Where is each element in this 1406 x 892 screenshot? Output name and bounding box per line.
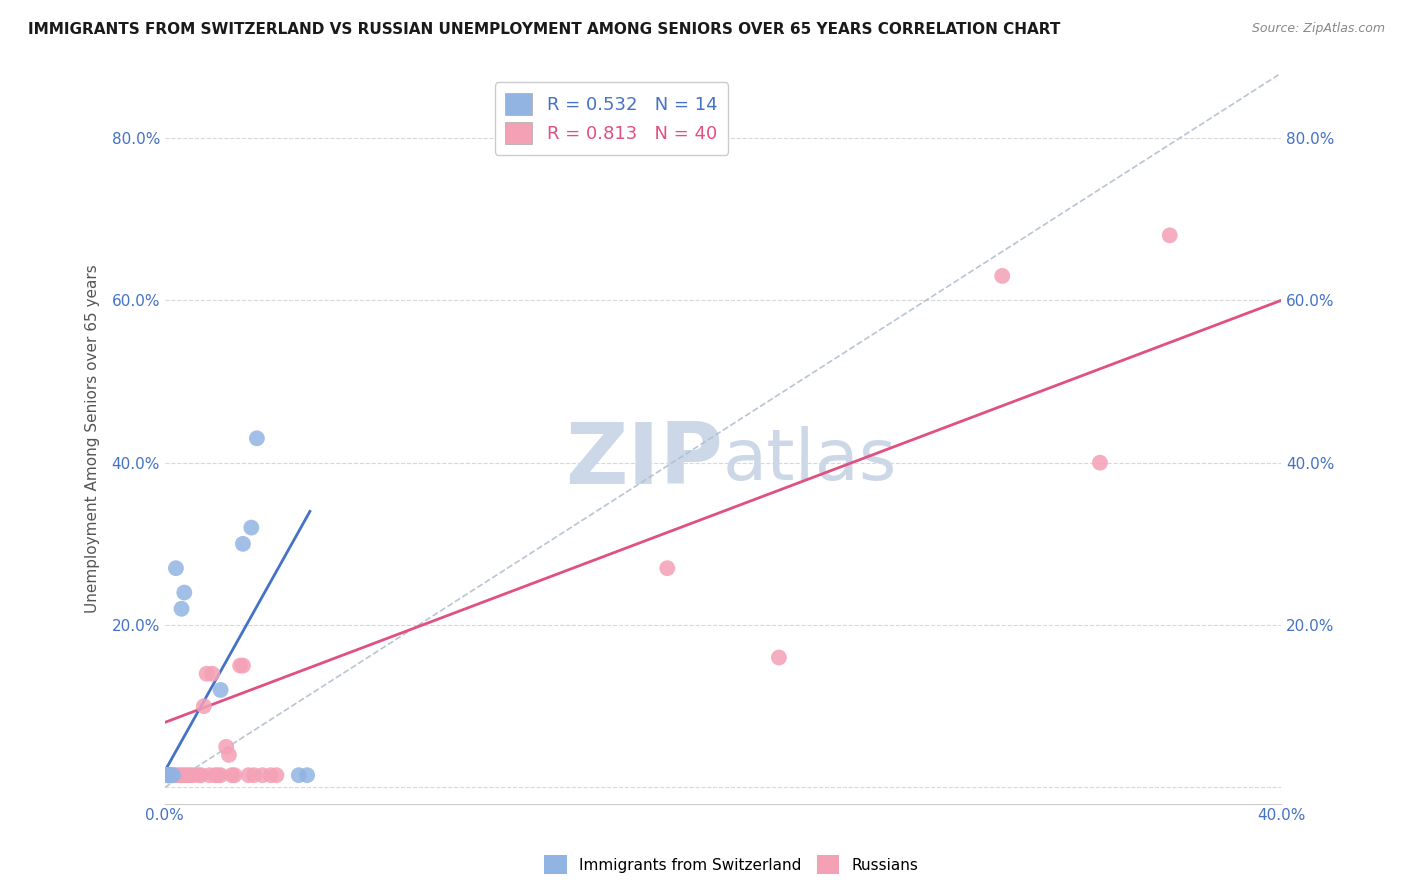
Point [195, 666, 218, 681]
Text: atlas: atlas [723, 425, 897, 495]
Point [260, 768, 283, 782]
Point [156, 768, 179, 782]
Point [187, 768, 209, 782]
Point [179, 768, 201, 782]
Point [156, 768, 179, 782]
Point [167, 768, 190, 782]
Point [165, 561, 187, 575]
Legend: R = 0.532   N = 14, R = 0.813   N = 40: R = 0.532 N = 14, R = 0.813 N = 40 [495, 82, 728, 155]
Point [159, 768, 181, 782]
Point [229, 658, 252, 673]
Point [1088, 456, 1111, 470]
Point [181, 768, 204, 782]
Point [159, 768, 181, 782]
Point [295, 768, 318, 782]
Point [170, 768, 193, 782]
Legend: Immigrants from Switzerland, Russians: Immigrants from Switzerland, Russians [537, 849, 925, 880]
Point [209, 683, 232, 698]
Point [221, 768, 243, 782]
Text: IMMIGRANTS FROM SWITZERLAND VS RUSSIAN UNEMPLOYMENT AMONG SENIORS OVER 65 YEARS : IMMIGRANTS FROM SWITZERLAND VS RUSSIAN U… [28, 22, 1060, 37]
Point [224, 768, 246, 782]
Point [243, 768, 266, 782]
Point [215, 739, 238, 754]
Point [252, 768, 274, 782]
Point [159, 768, 181, 782]
Point [1159, 228, 1181, 243]
Point [240, 520, 263, 534]
Point [287, 768, 309, 782]
Point [209, 768, 232, 782]
Point [165, 768, 187, 782]
Point [193, 699, 215, 714]
Point [768, 650, 790, 665]
Point [204, 768, 226, 782]
Point [246, 431, 269, 445]
Point [232, 537, 254, 551]
Y-axis label: Unemployment Among Seniors over 65 years: Unemployment Among Seniors over 65 years [86, 264, 100, 613]
Point [159, 768, 181, 782]
Point [157, 768, 180, 782]
Point [190, 768, 212, 782]
Point [238, 768, 260, 782]
Point [156, 768, 179, 782]
Point [157, 768, 180, 782]
Point [156, 768, 179, 782]
Point [173, 768, 195, 782]
Point [162, 768, 184, 782]
Point [991, 268, 1014, 283]
Point [176, 768, 198, 782]
Point [201, 666, 224, 681]
Point [162, 768, 184, 782]
Point [207, 768, 229, 782]
Point [173, 585, 195, 599]
Point [657, 561, 679, 575]
Point [159, 768, 181, 782]
Point [170, 601, 193, 615]
Text: ZIP: ZIP [565, 418, 723, 501]
Text: Source: ZipAtlas.com: Source: ZipAtlas.com [1251, 22, 1385, 36]
Point [266, 768, 288, 782]
Point [218, 747, 240, 762]
Point [198, 768, 221, 782]
Point [232, 658, 254, 673]
